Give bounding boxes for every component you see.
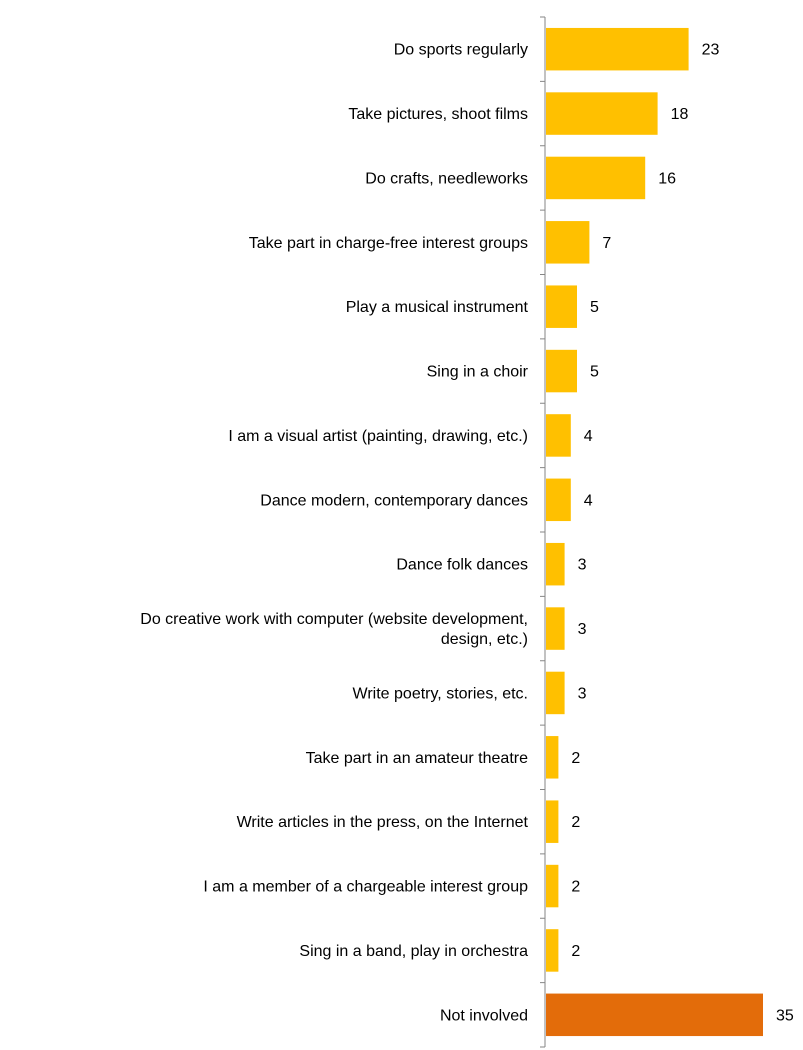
- bar: [546, 285, 577, 328]
- bar: [546, 349, 577, 393]
- bar: [546, 156, 646, 200]
- bar: [546, 221, 590, 264]
- bar: [546, 800, 559, 843]
- category-label-line: I am a visual artist (painting, drawing,…: [228, 428, 528, 445]
- bar: [546, 92, 658, 135]
- bar: [546, 671, 565, 715]
- bar: [546, 414, 571, 457]
- category-label-line: Do sports regularly: [394, 42, 528, 59]
- category-label: Write articles in the press, on the Inte…: [237, 814, 529, 831]
- bar: [546, 993, 763, 1037]
- value-label: 18: [671, 106, 689, 123]
- category-label: Do sports regularly: [394, 42, 528, 59]
- value-label: 23: [702, 42, 720, 59]
- bars-layer: [546, 27, 763, 1037]
- category-label-line: Write poetry, stories, etc.: [353, 685, 528, 702]
- value-label: 7: [602, 235, 611, 252]
- category-label: Dance folk dances: [396, 557, 528, 574]
- category-label: Play a musical instrument: [346, 299, 529, 316]
- value-label: 2: [571, 814, 580, 831]
- category-label: Do crafts, needleworks: [365, 170, 528, 187]
- category-label-line: Dance folk dances: [396, 557, 528, 574]
- bar: [546, 27, 689, 71]
- bar: [546, 607, 565, 650]
- value-label: 2: [571, 879, 580, 896]
- bar: [546, 929, 559, 972]
- value-labels-layer: 23 18 16 7 5 5 4 4 3 3 3 2 2 2 2 35: [571, 42, 793, 1025]
- category-label-line: design, etc.): [441, 631, 528, 648]
- category-label-line: Play a musical instrument: [346, 299, 529, 316]
- category-label: Take part in an amateur theatre: [306, 750, 528, 767]
- category-label-line: Take part in an amateur theatre: [306, 750, 528, 767]
- bar: [546, 736, 559, 779]
- axis-layer: [540, 16, 546, 1048]
- category-label: Sing in a band, play in orchestra: [299, 943, 528, 960]
- category-label-line: Not involved: [440, 1007, 528, 1024]
- category-label-line: I am a member of a chargeable interest g…: [203, 879, 528, 896]
- value-label: 4: [584, 492, 593, 509]
- category-label: Do creative work with computer (website …: [140, 611, 528, 648]
- category-label-line: Take pictures, shoot films: [348, 106, 528, 123]
- category-label-line: Do creative work with computer (website …: [140, 611, 528, 628]
- value-label: 5: [590, 364, 599, 381]
- category-label: Take part in charge-free interest groups: [249, 235, 528, 252]
- category-label-line: Sing in a band, play in orchestra: [299, 943, 528, 960]
- category-label-line: Do crafts, needleworks: [365, 170, 528, 187]
- bar: [546, 478, 571, 522]
- value-label: 35: [776, 1007, 794, 1024]
- category-label: Take pictures, shoot films: [348, 106, 528, 123]
- category-label: Write poetry, stories, etc.: [353, 685, 528, 702]
- value-label: 3: [578, 621, 587, 638]
- value-label: 3: [578, 557, 587, 574]
- value-label: 16: [658, 170, 676, 187]
- bar: [546, 542, 565, 586]
- category-labels-layer: Do sports regularly Take pictures, shoot …: [140, 42, 528, 1025]
- category-label-line: Write articles in the press, on the Inte…: [237, 814, 529, 831]
- category-label-line: Dance modern, contemporary dances: [260, 492, 528, 509]
- category-label-line: Take part in charge-free interest groups: [249, 235, 528, 252]
- category-label: I am a visual artist (painting, drawing,…: [228, 428, 528, 445]
- category-label: Sing in a choir: [427, 364, 529, 381]
- value-label: 4: [584, 428, 593, 445]
- value-label: 2: [571, 943, 580, 960]
- category-label: Dance modern, contemporary dances: [260, 492, 528, 509]
- value-label: 2: [571, 750, 580, 767]
- value-label: 3: [578, 685, 587, 702]
- category-label-line: Sing in a choir: [427, 364, 529, 381]
- category-label: I am a member of a chargeable interest g…: [203, 879, 528, 896]
- category-label: Not involved: [440, 1007, 528, 1024]
- bar: [546, 864, 559, 908]
- value-label: 5: [590, 299, 599, 316]
